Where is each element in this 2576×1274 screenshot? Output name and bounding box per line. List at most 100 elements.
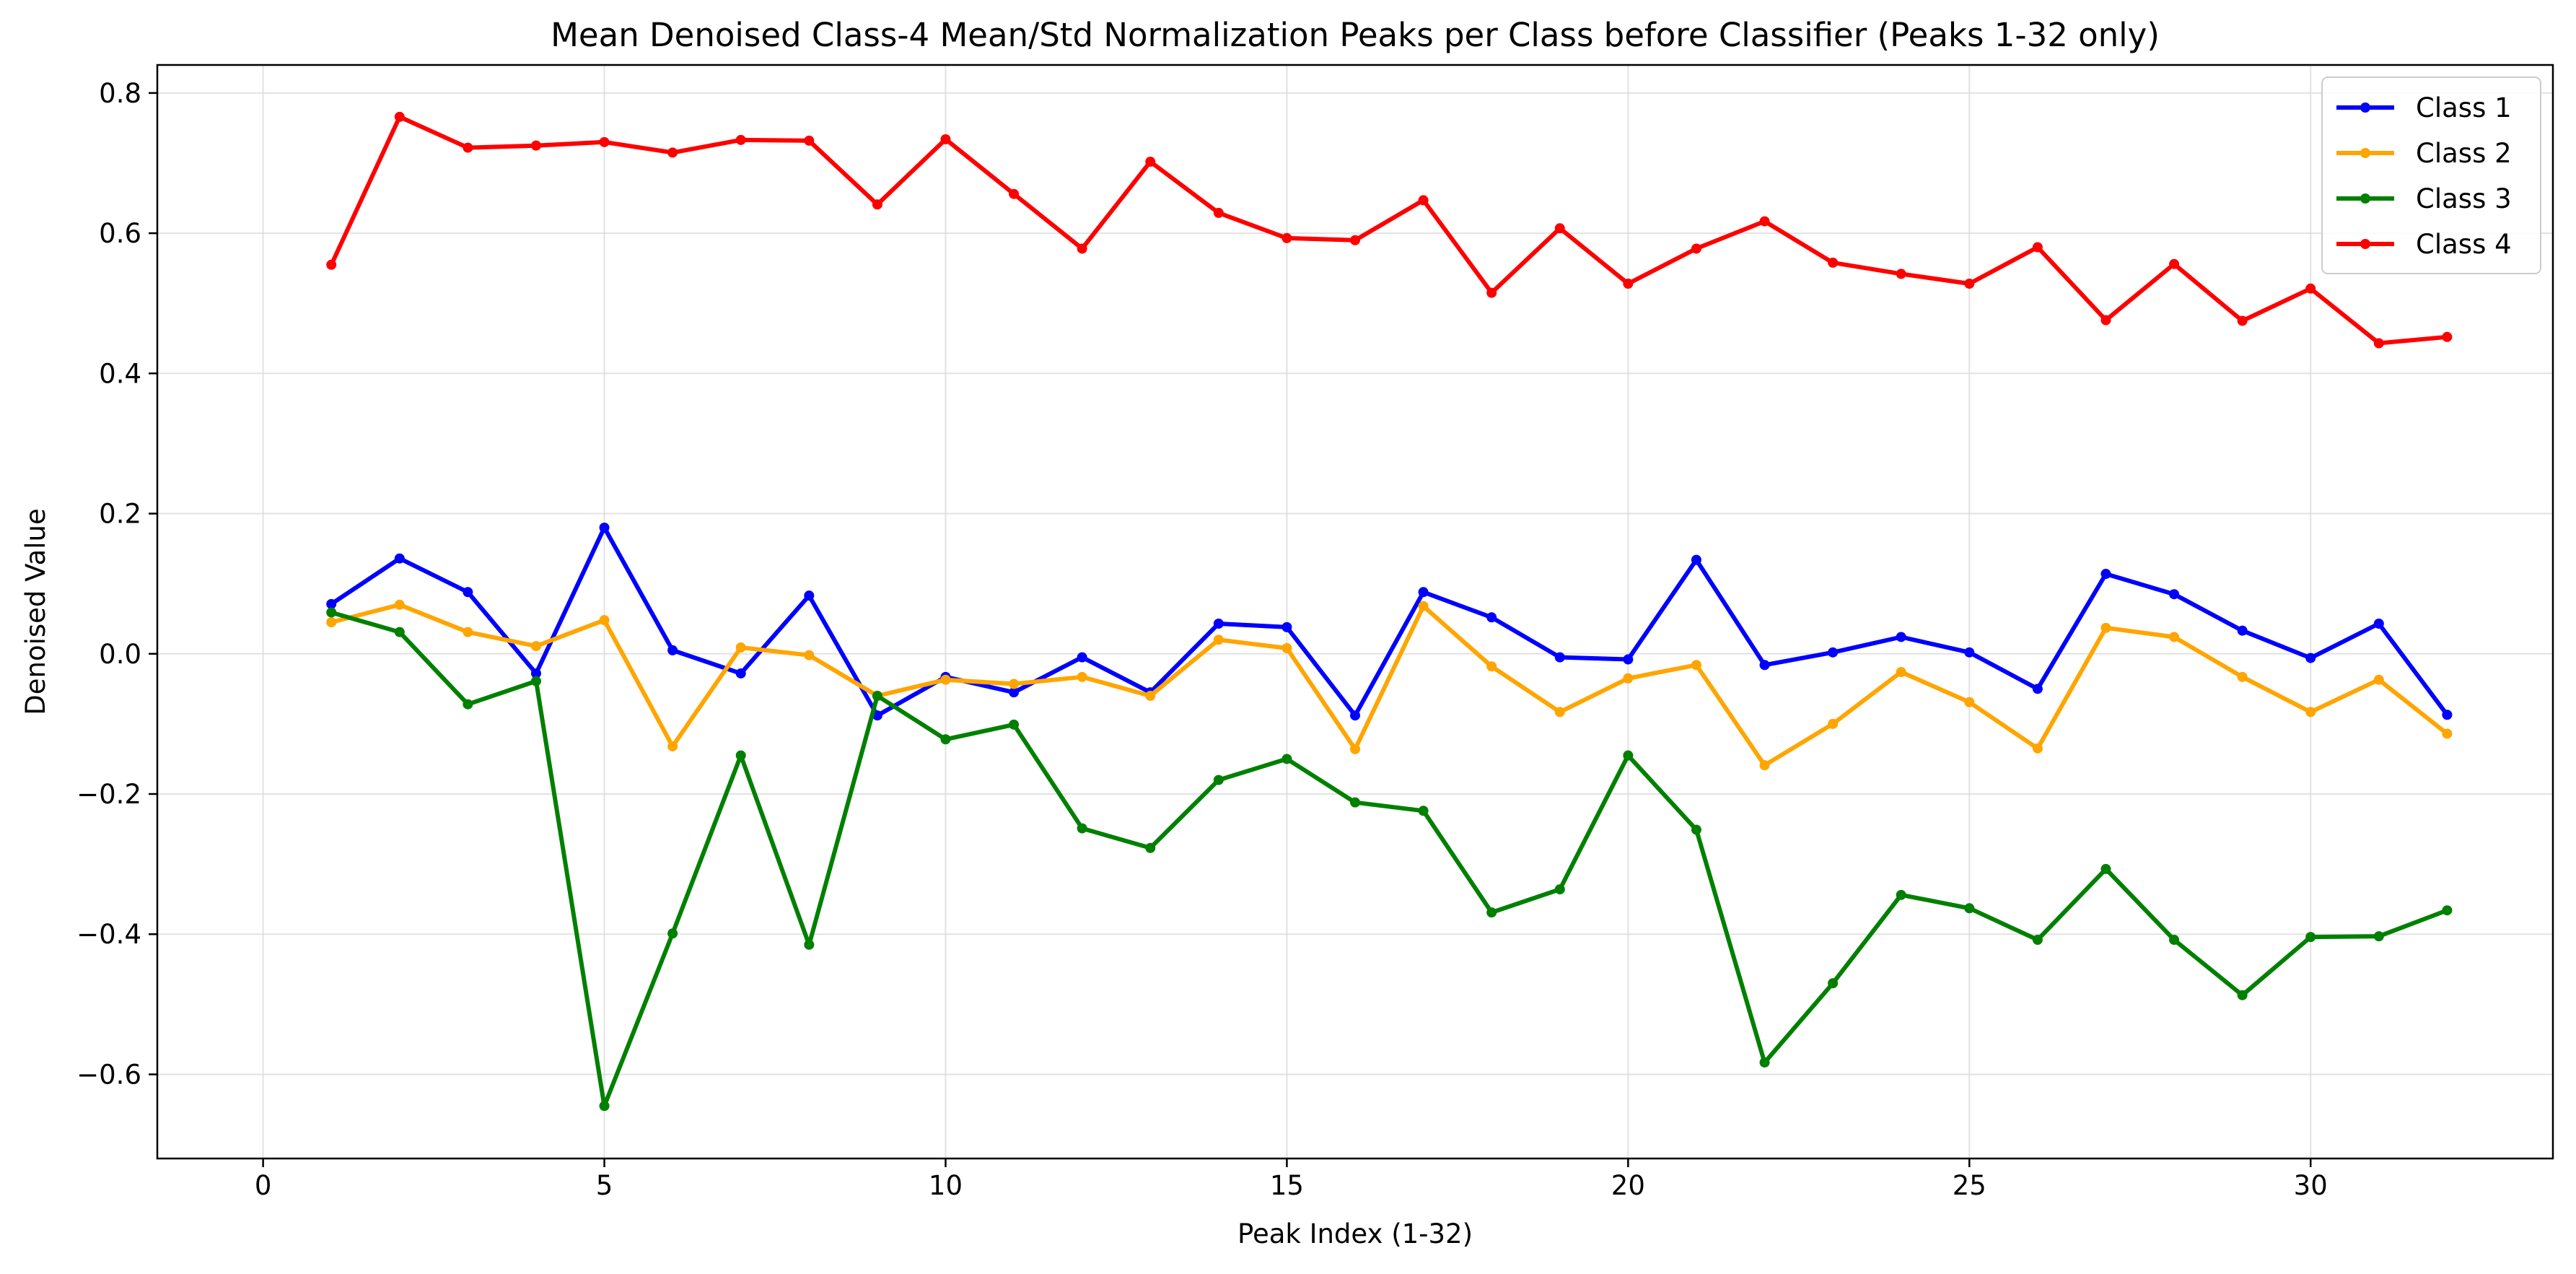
legend-marker xyxy=(2360,148,2370,158)
data-point xyxy=(599,615,610,626)
data-point xyxy=(940,734,951,745)
data-point xyxy=(394,599,405,610)
data-point xyxy=(2169,258,2180,269)
data-point xyxy=(2100,569,2111,580)
data-point xyxy=(1554,884,1565,895)
data-point xyxy=(1828,257,1839,268)
data-point xyxy=(1554,652,1565,663)
x-tick-label: 30 xyxy=(2294,1170,2328,1201)
x-tick-label: 10 xyxy=(929,1170,963,1201)
data-point xyxy=(2237,990,2248,1000)
data-point xyxy=(2442,728,2453,739)
legend-item: Class 2 xyxy=(2336,138,2512,169)
data-point xyxy=(1009,188,1020,199)
data-point xyxy=(1350,743,1360,754)
data-point xyxy=(804,939,815,950)
data-point xyxy=(1486,661,1497,672)
data-point xyxy=(1964,279,1975,289)
x-tick-label: 15 xyxy=(1270,1170,1304,1201)
data-point xyxy=(2237,671,2248,682)
data-point xyxy=(1691,660,1701,671)
data-point xyxy=(1623,279,1634,289)
data-point xyxy=(463,627,473,637)
data-point xyxy=(1623,750,1634,761)
series-group xyxy=(326,599,2453,771)
data-point xyxy=(1077,671,1087,682)
legend-marker xyxy=(2360,102,2370,113)
data-point xyxy=(2100,315,2111,326)
legend-label: Class 4 xyxy=(2416,229,2512,260)
data-point xyxy=(735,642,746,653)
data-point xyxy=(463,142,473,153)
data-point xyxy=(1691,243,1701,254)
data-point xyxy=(735,134,746,145)
y-tick-label: 0.2 xyxy=(99,499,141,530)
data-point xyxy=(872,199,882,210)
data-point xyxy=(1213,634,1224,645)
y-tick-label: −0.6 xyxy=(76,1059,141,1090)
data-point xyxy=(1282,643,1292,653)
data-point xyxy=(599,522,610,533)
data-point xyxy=(1350,235,1360,245)
data-point xyxy=(326,607,337,618)
data-point xyxy=(804,590,815,601)
data-point xyxy=(2032,684,2043,694)
data-point xyxy=(1896,632,1906,642)
data-point xyxy=(1418,195,1429,206)
data-point xyxy=(326,259,337,270)
data-point xyxy=(940,674,951,685)
data-point xyxy=(2305,932,2316,943)
data-point xyxy=(2373,619,2384,629)
data-point xyxy=(735,750,746,761)
data-point xyxy=(1145,157,1156,167)
data-point xyxy=(1828,718,1839,729)
series-line xyxy=(330,525,2449,718)
data-point xyxy=(599,136,610,147)
data-point xyxy=(2237,315,2248,326)
legend-item: Class 4 xyxy=(2336,229,2512,260)
data-point xyxy=(1896,667,1906,678)
data-point xyxy=(1964,647,1975,658)
data-point xyxy=(530,641,541,652)
data-point xyxy=(1282,232,1292,243)
data-point xyxy=(1896,889,1906,900)
data-point xyxy=(1213,775,1224,785)
data-point xyxy=(2305,283,2316,294)
data-point xyxy=(1009,719,1020,730)
series-line xyxy=(329,114,2448,346)
data-point xyxy=(872,691,882,702)
data-point xyxy=(1350,797,1360,808)
data-point xyxy=(1350,710,1360,721)
data-point xyxy=(2305,707,2316,717)
data-point xyxy=(2305,653,2316,663)
data-point xyxy=(326,617,337,628)
data-point xyxy=(1691,554,1701,565)
legend-item: Class 3 xyxy=(2336,183,2512,214)
data-point xyxy=(667,147,678,158)
data-point xyxy=(667,928,678,939)
y-tick-label: −0.2 xyxy=(76,779,141,810)
data-point xyxy=(394,553,405,564)
data-point xyxy=(2032,242,2043,253)
data-point xyxy=(735,668,746,679)
data-point xyxy=(1282,754,1292,764)
data-point xyxy=(2032,935,2043,945)
data-point xyxy=(530,668,541,679)
series-group xyxy=(326,607,2453,1112)
grid-layer xyxy=(157,65,2553,1159)
data-point xyxy=(1964,903,1975,914)
axes-frame xyxy=(156,64,2554,1160)
legend-frame xyxy=(2321,77,2541,274)
series-line xyxy=(330,610,2448,1109)
legend-label: Class 1 xyxy=(2416,92,2512,123)
data-point xyxy=(1554,223,1565,234)
legend-label: Class 2 xyxy=(2416,138,2512,169)
series-group xyxy=(326,522,2453,721)
y-tick-label: 0.4 xyxy=(99,358,141,389)
data-point xyxy=(1759,760,1770,771)
data-point xyxy=(1077,823,1087,834)
data-point xyxy=(667,741,678,751)
data-point xyxy=(1486,907,1497,918)
